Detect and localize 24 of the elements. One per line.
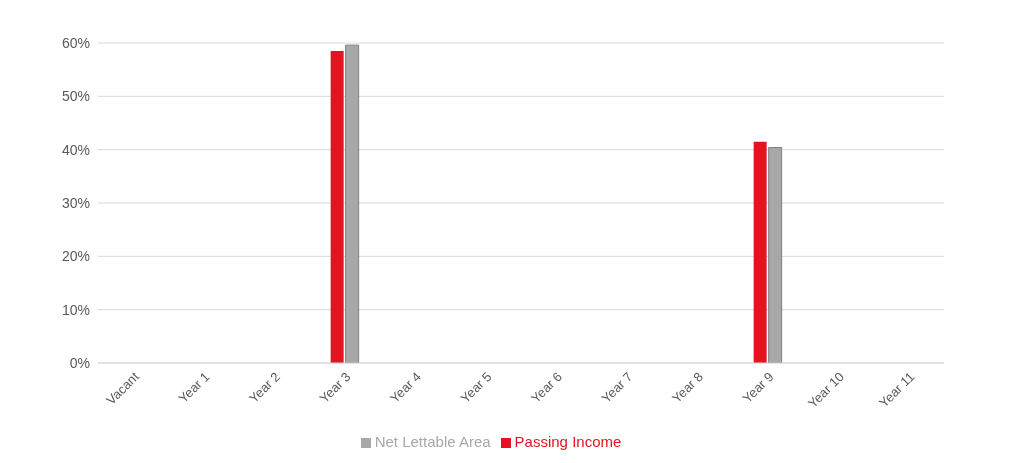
y-tick-label: 40%: [61, 141, 90, 158]
x-tick-label: Year 7: [598, 369, 636, 406]
y-tick-label: 50%: [61, 88, 90, 105]
x-tick-label: Year 4: [387, 369, 424, 406]
bar: [345, 44, 360, 363]
x-tick-label: Year 1: [175, 369, 213, 406]
y-tick-label: 30%: [61, 194, 90, 211]
bar: [768, 147, 783, 363]
bar: [753, 141, 767, 363]
bar: [330, 51, 344, 363]
x-tick-label: Year 2: [246, 369, 283, 406]
x-tick-label: Year 6: [528, 369, 565, 406]
y-tick-label: 0%: [69, 354, 90, 371]
y-tick-label: 20%: [61, 248, 90, 265]
x-tick-label: Year 8: [669, 369, 706, 406]
legend-label: Passing Income: [514, 433, 622, 450]
x-tick-label: Year 10: [804, 369, 847, 411]
x-tick-label: Year 9: [739, 369, 777, 406]
x-tick-label: Year 11: [876, 369, 918, 411]
x-tick-label: Year 3: [316, 369, 354, 406]
legend-label: Net Lettable Area: [374, 433, 491, 450]
y-tick-label: 10%: [61, 301, 90, 318]
y-tick-label: 60%: [61, 34, 90, 51]
x-tick-label: Year 5: [457, 369, 495, 406]
